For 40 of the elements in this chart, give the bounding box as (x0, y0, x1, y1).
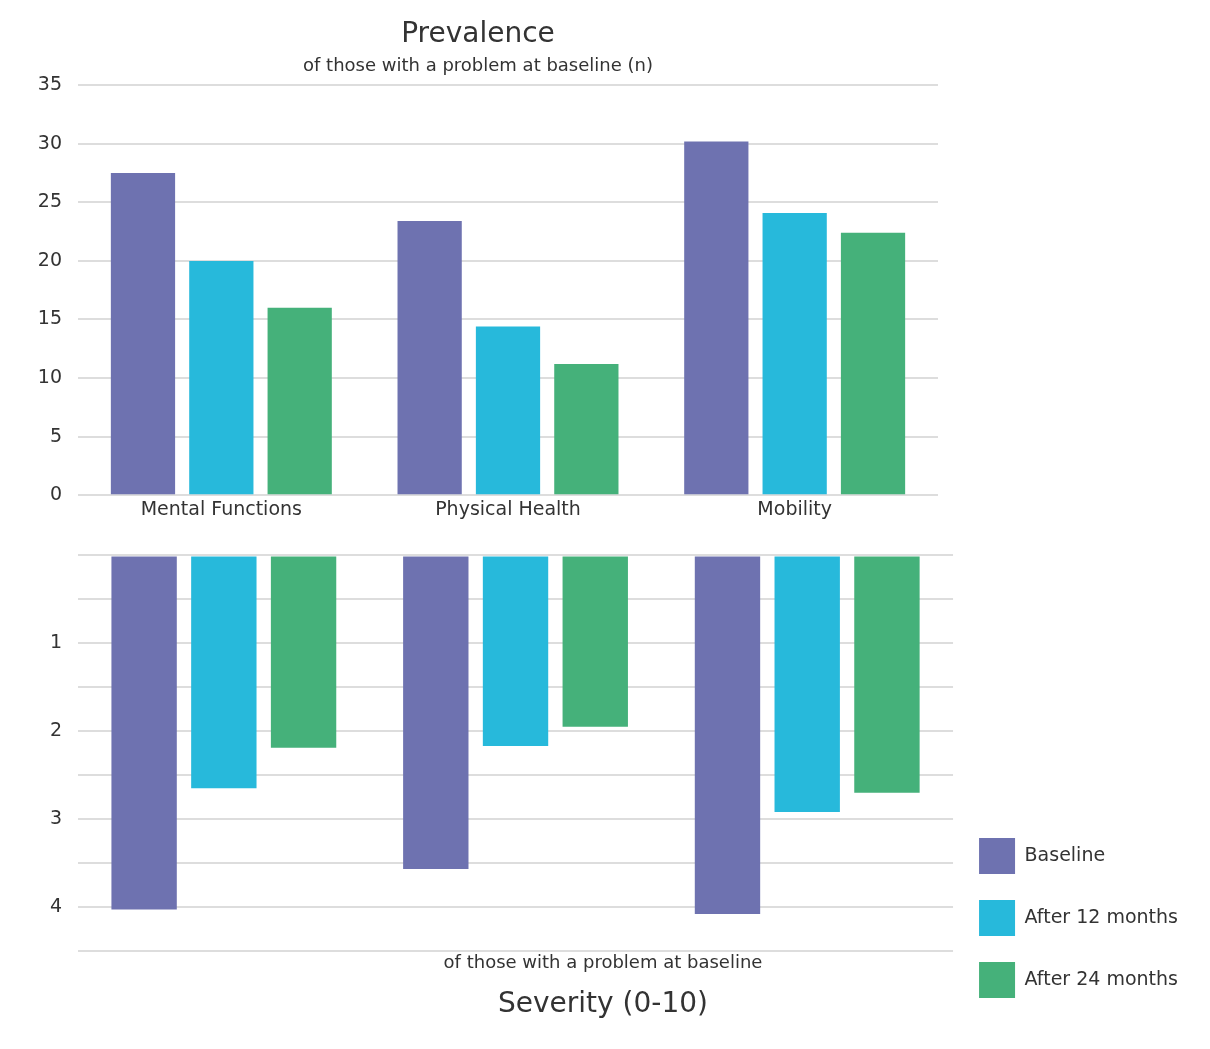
y-tick-label: 15 (37, 306, 62, 329)
y-tick-label: 5 (49, 423, 62, 446)
y-tick-label: 10 (37, 364, 62, 387)
bar (475, 326, 541, 495)
text: Severity (0-10) (498, 986, 708, 1020)
bar (270, 556, 337, 748)
y-tick-label: 0 (49, 482, 62, 505)
text: of those with a problem at baseline (443, 951, 763, 973)
bar (854, 556, 920, 793)
x-tick-label: Mental Functions (140, 496, 302, 519)
bar (840, 232, 906, 495)
x-tick-label: Physical Health (435, 496, 581, 519)
bar (762, 212, 827, 495)
bar (191, 556, 257, 789)
bar (267, 307, 332, 495)
bar (189, 260, 254, 495)
y-tick-label: 1 (49, 630, 62, 653)
chart-title: Prevalence (401, 16, 555, 50)
x-tick-label: Mobility (757, 496, 832, 519)
y-tick-label: 30 (37, 130, 62, 153)
bar (397, 221, 462, 495)
bar (694, 556, 761, 914)
legend-label: Baseline (1024, 842, 1106, 865)
bar (482, 556, 549, 747)
y-tick-label: 4 (49, 893, 62, 916)
bar (110, 173, 176, 495)
y-tick-label: 2 (49, 718, 62, 741)
bar (684, 141, 749, 495)
y-tick-label: 3 (49, 805, 62, 828)
bar (774, 556, 840, 812)
bar (403, 556, 469, 870)
bar (562, 556, 628, 727)
bar (554, 364, 619, 495)
y-tick-label: 25 (37, 189, 62, 212)
y-tick-label: 20 (37, 247, 62, 270)
legend-label: After 12 months (1024, 904, 1179, 927)
y-tick-label: 35 (37, 72, 62, 95)
legend-label: After 24 months (1024, 966, 1179, 989)
chart-subtitle: of those with a problem at baseline (n) (303, 54, 653, 76)
bar (111, 556, 177, 910)
